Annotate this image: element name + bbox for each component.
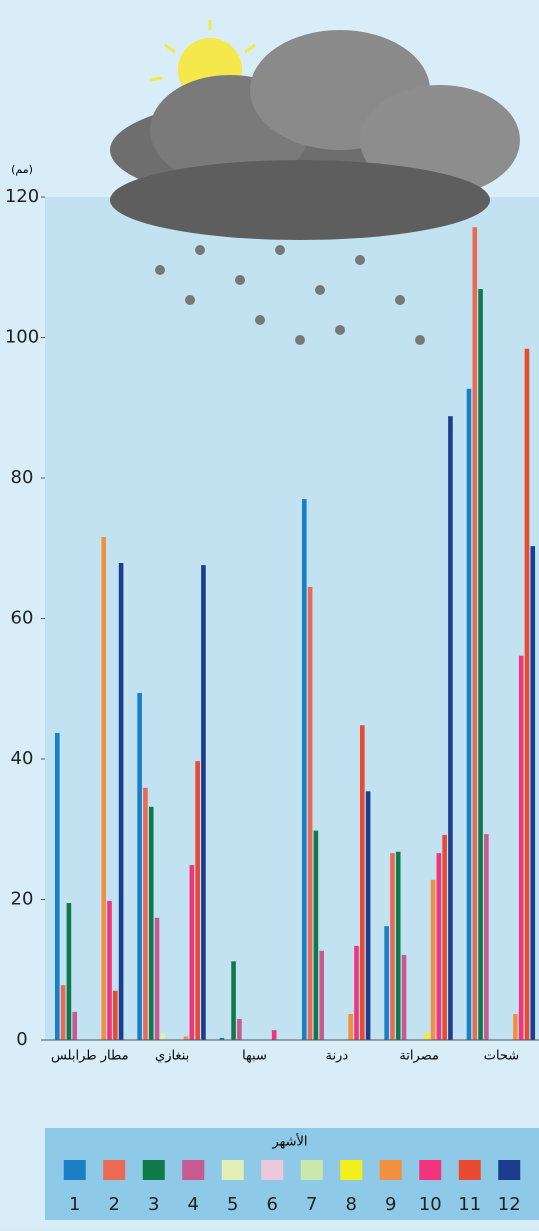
legend-label: 5: [227, 1194, 238, 1215]
bar: [430, 879, 436, 1040]
bar: [183, 1036, 189, 1040]
bar: [55, 733, 60, 1040]
y-tick-label: 80: [11, 467, 34, 488]
bar: [448, 416, 453, 1040]
legend-swatch: [63, 1160, 86, 1180]
legend-label: 4: [188, 1194, 199, 1215]
x-tick-label: درنة: [325, 1049, 348, 1064]
bar: [195, 761, 200, 1040]
bar: [66, 903, 72, 1040]
bar: [365, 791, 371, 1040]
bar: [307, 586, 313, 1040]
bar: [302, 499, 307, 1040]
bar: [524, 348, 530, 1040]
bar: [160, 1032, 166, 1040]
bar: [424, 1032, 430, 1040]
y-tick-label: 60: [11, 608, 34, 629]
bar: [101, 537, 106, 1040]
bar: [354, 945, 359, 1040]
y-tick-label: 0: [16, 1029, 27, 1050]
legend-swatch: [419, 1160, 442, 1180]
bar: [271, 1030, 277, 1040]
bar: [442, 834, 447, 1040]
x-tick-label: شحات: [484, 1049, 519, 1064]
bar: [436, 853, 442, 1040]
legend-title: الأشهر: [271, 1133, 307, 1150]
bar: [137, 692, 142, 1040]
bar: [395, 851, 401, 1040]
bar: [113, 990, 118, 1040]
bar: [237, 1018, 242, 1040]
bar: [484, 834, 489, 1040]
legend-box: [45, 1128, 539, 1220]
legend-swatch: [142, 1160, 165, 1180]
bar: [143, 787, 148, 1040]
bar: [360, 725, 365, 1040]
x-tick-label: سبها: [242, 1049, 267, 1064]
y-tick-label: 40: [11, 748, 34, 769]
legend-label: 10: [419, 1194, 442, 1215]
cloud-decoration: [110, 20, 520, 345]
bar: [148, 806, 154, 1040]
legend-label: 6: [267, 1194, 278, 1215]
x-tick-label: مصراتة: [399, 1049, 439, 1064]
legend-label: 1: [69, 1194, 80, 1215]
x-tick-label: مطار طرابلس: [51, 1049, 129, 1064]
bar: [472, 227, 478, 1040]
bar: [390, 853, 395, 1040]
x-tick-label: بنغازي: [155, 1049, 189, 1064]
bar: [154, 917, 160, 1040]
bar: [60, 985, 66, 1040]
bar: [513, 1014, 518, 1040]
bar: [107, 900, 112, 1040]
legend-label: 12: [498, 1194, 521, 1215]
bar: [401, 954, 407, 1040]
bar: [319, 950, 324, 1040]
legend-swatch: [458, 1160, 481, 1180]
bar: [384, 926, 389, 1040]
legend-swatch: [379, 1160, 402, 1180]
bar: [530, 546, 536, 1040]
legend-label: 2: [109, 1194, 120, 1215]
bar: [72, 1011, 77, 1040]
legend-swatch: [103, 1160, 126, 1180]
bar: [231, 961, 236, 1040]
bar: [189, 865, 195, 1040]
bar: [478, 289, 483, 1041]
legend-swatch: [300, 1160, 323, 1180]
y-tick-label: 120: [5, 186, 39, 207]
plot-area: [45, 197, 539, 1040]
y-tick-label: 100: [5, 327, 39, 348]
y-axis-label: (مم): [11, 163, 33, 176]
bar: [348, 1014, 353, 1040]
legend-swatch: [182, 1160, 205, 1180]
bar: [118, 563, 124, 1040]
bar: [518, 655, 524, 1040]
legend-label: 8: [346, 1194, 357, 1215]
legend-label: 7: [306, 1194, 317, 1215]
bar: [466, 388, 472, 1041]
y-tick-label: 20: [11, 889, 34, 910]
legend-label: 9: [385, 1194, 396, 1215]
bar: [201, 565, 206, 1040]
legend-swatch: [221, 1160, 244, 1180]
legend-swatch: [498, 1160, 521, 1180]
legend-swatch: [261, 1160, 284, 1180]
legend-swatch: [340, 1160, 363, 1180]
bar: [313, 830, 319, 1040]
legend-label: 3: [148, 1194, 159, 1215]
legend-label: 11: [458, 1194, 481, 1215]
bar: [219, 1037, 225, 1040]
